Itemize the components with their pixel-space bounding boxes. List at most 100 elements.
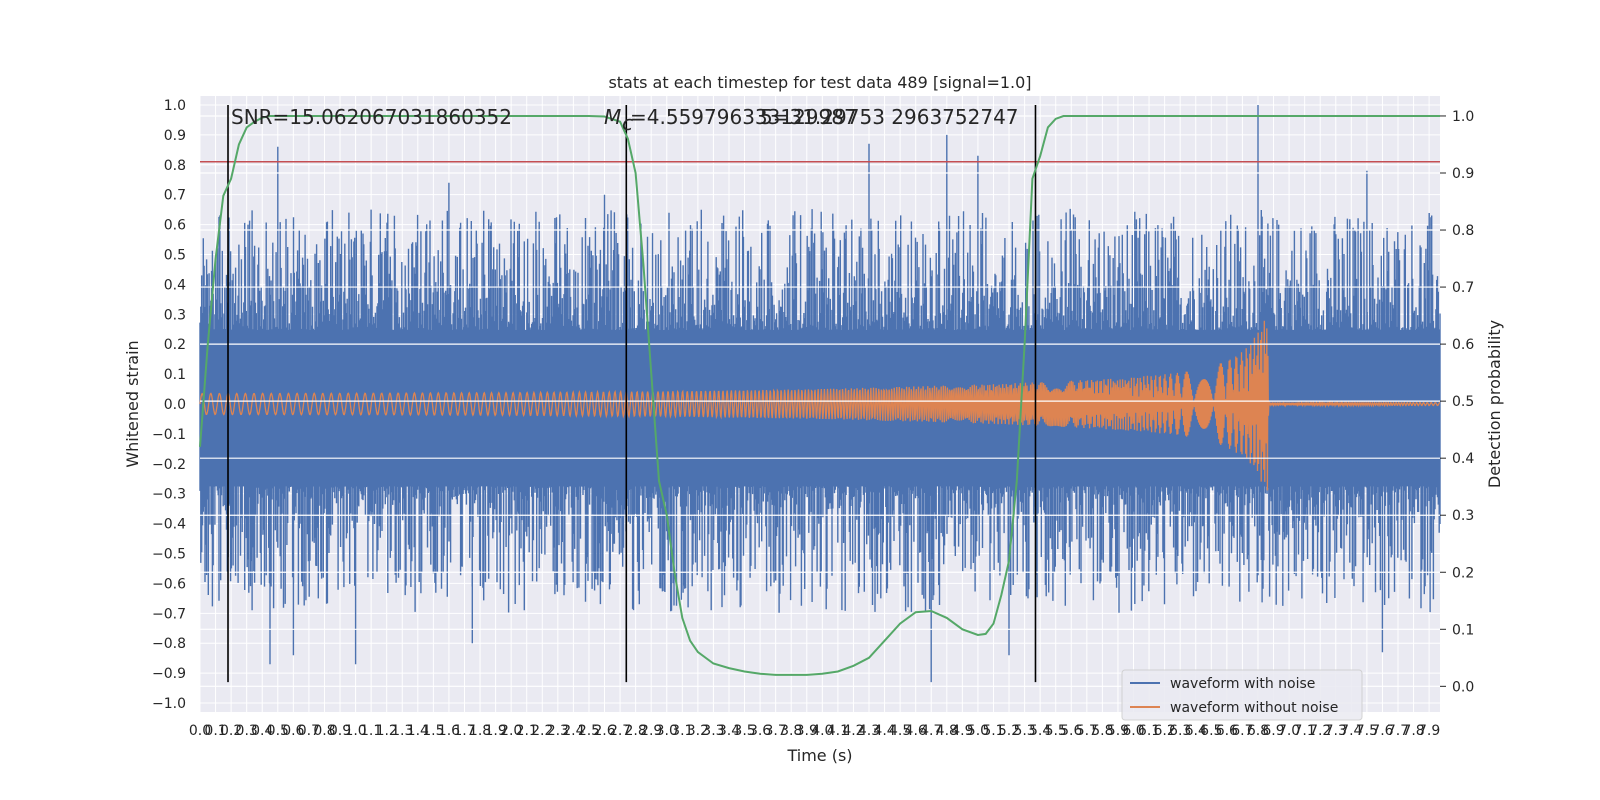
x-tick-label: 6.9 bbox=[1262, 723, 1284, 739]
x-tick-label: 1.0 bbox=[344, 723, 366, 739]
y-right-tick-label: 0.3 bbox=[1452, 508, 1474, 524]
snr-annotation: SNR=15.062067031860352 bbox=[231, 105, 512, 129]
x-tick-label: 1.1 bbox=[360, 723, 382, 739]
x-tick-label: 6.0 bbox=[1122, 723, 1144, 739]
y-left-tick-label: 0.9 bbox=[164, 128, 186, 144]
x-tick-label: 1.2 bbox=[376, 723, 398, 739]
x-tick-label: 1.6 bbox=[438, 723, 460, 739]
y-left-tick-label: −0.1 bbox=[152, 427, 186, 443]
chart-title: stats at each timestep for test data 489… bbox=[608, 73, 1031, 92]
x-tick-label: 7.4 bbox=[1340, 723, 1362, 739]
x-tick-label: 0.1 bbox=[204, 723, 226, 739]
x-tick-label: 2.8 bbox=[625, 723, 647, 739]
x-tick-label: 1.4 bbox=[407, 723, 429, 739]
x-tick-label: 6.5 bbox=[1200, 723, 1222, 739]
x-tick-label: 7.6 bbox=[1371, 723, 1393, 739]
clean-trace bbox=[199, 320, 1441, 491]
x-tick-label: 3.6 bbox=[749, 723, 771, 739]
x-tick-label: 6.7 bbox=[1231, 723, 1253, 739]
x-tick-label: 4.9 bbox=[951, 723, 973, 739]
x-tick-label: 7.2 bbox=[1309, 723, 1331, 739]
legend-box bbox=[1121, 669, 1363, 721]
y-right-tick-label: 0.7 bbox=[1452, 280, 1474, 296]
x-tick-label: 3.1 bbox=[671, 723, 693, 739]
x-tick-label: 0.7 bbox=[298, 723, 320, 739]
x-tick-label: 7.5 bbox=[1356, 723, 1378, 739]
y-left-tick-label: −0.6 bbox=[152, 576, 186, 592]
x-tick-label: 4.8 bbox=[936, 723, 958, 739]
x-tick-label: 2.3 bbox=[547, 723, 569, 739]
x-tick-label: 5.3 bbox=[1013, 723, 1035, 739]
x-axis-label: Time (s) bbox=[786, 746, 852, 765]
x-tick-label: 0.2 bbox=[220, 723, 242, 739]
y-right-tick-label: 0.1 bbox=[1452, 622, 1474, 638]
x-tick-label: 5.9 bbox=[1107, 723, 1129, 739]
chirp-mass-symbol: M bbox=[604, 105, 621, 129]
x-tick-label: 2.4 bbox=[562, 723, 584, 739]
y-right-tick-label: 0.9 bbox=[1452, 166, 1474, 182]
x-tick-label: 7.9 bbox=[1418, 723, 1440, 739]
y-left-tick-label: −0.2 bbox=[152, 457, 186, 473]
x-tick-label: 4.4 bbox=[873, 723, 895, 739]
y-left-tick-label: 1.0 bbox=[164, 98, 186, 114]
x-tick-label: 3.9 bbox=[796, 723, 818, 739]
x-tick-label: 1.5 bbox=[422, 723, 444, 739]
x-tick-label: 4.3 bbox=[858, 723, 880, 739]
waveform-without-noise-series bbox=[199, 320, 1441, 491]
y-axis-left-label: Whitened strain bbox=[123, 340, 142, 467]
y-left-tick-label: 0.5 bbox=[164, 247, 186, 263]
x-tick-label: 3.4 bbox=[718, 723, 740, 739]
x-tick-label: 6.6 bbox=[1216, 723, 1238, 739]
x-tick-label: 5.1 bbox=[982, 723, 1004, 739]
axes: 0.00.10.20.30.40.50.60.70.80.91.01.11.21… bbox=[152, 98, 1474, 739]
probability-line bbox=[199, 115, 1440, 676]
detection-probability-series bbox=[199, 115, 1440, 676]
x-tick-label: 3.3 bbox=[702, 723, 724, 739]
x-tick-label: 7.8 bbox=[1402, 723, 1424, 739]
x-tick-label: 0.8 bbox=[313, 723, 335, 739]
y-left-tick-label: −0.8 bbox=[152, 636, 186, 652]
x-tick-label: 3.7 bbox=[765, 723, 787, 739]
x-tick-label: 5.5 bbox=[1045, 723, 1067, 739]
y-left-tick-label: −0.7 bbox=[152, 606, 186, 622]
x-tick-label: 2.1 bbox=[516, 723, 538, 739]
x-tick-label: 5.0 bbox=[967, 723, 989, 739]
x-tick-label: 2.9 bbox=[640, 723, 662, 739]
y-left-tick-label: 0.1 bbox=[164, 367, 186, 383]
y-axis-right-label: Detection probability bbox=[1485, 320, 1504, 488]
x-tick-label: 0.6 bbox=[282, 723, 304, 739]
y-left-tick-label: −1.0 bbox=[152, 696, 186, 712]
y-right-tick-label: 0.0 bbox=[1452, 679, 1474, 695]
y-right-tick-label: 0.5 bbox=[1452, 394, 1474, 410]
x-tick-label: 4.0 bbox=[811, 723, 833, 739]
y-right-tick-label: 0.6 bbox=[1452, 337, 1474, 353]
y-right-tick-label: 0.4 bbox=[1452, 451, 1474, 467]
y-left-tick-label: 0.7 bbox=[164, 188, 186, 204]
x-tick-label: 6.1 bbox=[1138, 723, 1160, 739]
x-tick-label: 2.6 bbox=[593, 723, 615, 739]
overlapping-annotation: 5=31.29753 2963752747 bbox=[760, 105, 1019, 129]
y-left-tick-label: −0.5 bbox=[152, 547, 186, 563]
y-left-tick-label: 0.6 bbox=[164, 218, 186, 234]
y-left-tick-label: −0.3 bbox=[152, 487, 186, 503]
x-tick-label: 2.5 bbox=[578, 723, 600, 739]
x-tick-label: 3.8 bbox=[780, 723, 802, 739]
y-right-tick-label: 0.8 bbox=[1452, 223, 1474, 239]
x-tick-label: 7.3 bbox=[1325, 723, 1347, 739]
x-tick-label: 3.2 bbox=[687, 723, 709, 739]
chirp-mass-subscript: c bbox=[622, 111, 633, 135]
x-tick-label: 2.0 bbox=[500, 723, 522, 739]
x-tick-label: 4.2 bbox=[842, 723, 864, 739]
x-tick-label: 5.2 bbox=[998, 723, 1020, 739]
x-tick-label: 2.2 bbox=[531, 723, 553, 739]
y-left-tick-label: −0.9 bbox=[152, 666, 186, 682]
x-tick-label: 7.7 bbox=[1387, 723, 1409, 739]
x-tick-label: 6.3 bbox=[1169, 723, 1191, 739]
y-right-tick-label: 0.2 bbox=[1452, 565, 1474, 581]
x-tick-label: 0.9 bbox=[329, 723, 351, 739]
x-tick-label: 0.0 bbox=[189, 723, 211, 739]
x-tick-label: 1.7 bbox=[453, 723, 475, 739]
x-tick-label: 7.1 bbox=[1294, 723, 1316, 739]
x-tick-label: 6.4 bbox=[1185, 723, 1207, 739]
